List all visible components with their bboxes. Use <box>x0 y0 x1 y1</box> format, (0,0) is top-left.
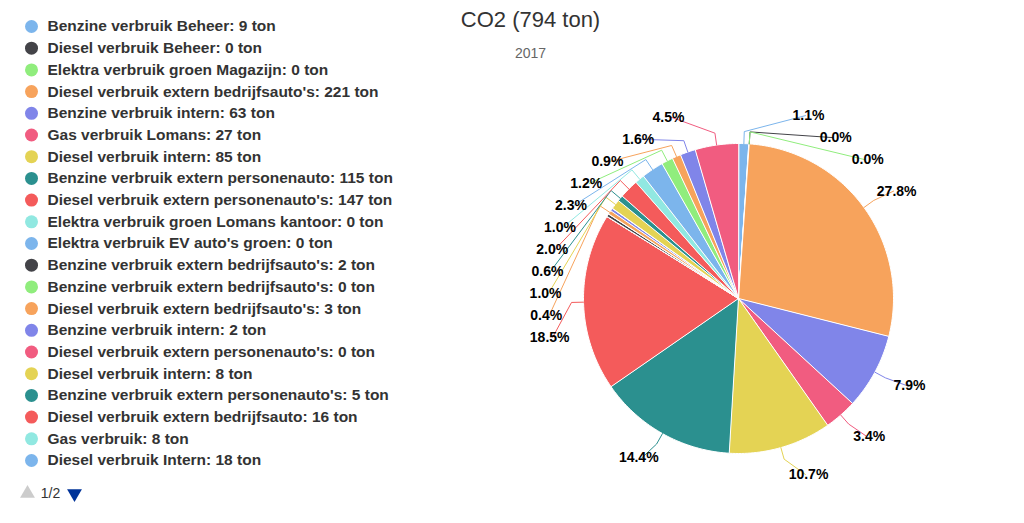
svg-text:Diesel verbruik extern bedrijf: Diesel verbruik extern bedrijfsauto's: 2… <box>48 83 379 100</box>
svg-text:1.0%: 1.0% <box>530 285 562 301</box>
svg-text:1.2%: 1.2% <box>570 175 602 191</box>
svg-text:Diesel verbruik extern bedrijf: Diesel verbruik extern bedrijfsauto: 16 … <box>48 408 358 425</box>
svg-text:Benzine verbruik Beheer: 9 ton: Benzine verbruik Beheer: 9 ton <box>48 17 276 34</box>
svg-text:0.6%: 0.6% <box>532 263 564 279</box>
svg-text:3.4%: 3.4% <box>853 428 885 444</box>
svg-text:Diesel verbruik Beheer: 0 ton: Diesel verbruik Beheer: 0 ton <box>48 39 263 56</box>
svg-text:Gas verbruik: 8 ton: Gas verbruik: 8 ton <box>48 430 189 447</box>
svg-text:Diesel verbruik extern persone: Diesel verbruik extern personenauto's: 1… <box>48 191 393 208</box>
svg-text:2.3%: 2.3% <box>555 197 587 213</box>
svg-text:Diesel verbruik extern bedrijf: Diesel verbruik extern bedrijfsauto's: 3… <box>48 300 362 317</box>
svg-text:2.0%: 2.0% <box>536 241 568 257</box>
svg-text:27.8%: 27.8% <box>877 183 917 199</box>
svg-text:Diesel verbruik intern: 8 ton: Diesel verbruik intern: 8 ton <box>48 365 253 382</box>
svg-text:1.0%: 1.0% <box>544 219 576 235</box>
svg-text:0.0%: 0.0% <box>852 151 884 167</box>
svg-text:Benzine verbruik extern bedrij: Benzine verbruik extern bedrijfsauto's: … <box>48 256 376 273</box>
svg-text:0.4%: 0.4% <box>530 307 562 323</box>
svg-text:Diesel verbruik Intern: 18 ton: Diesel verbruik Intern: 18 ton <box>48 451 262 468</box>
svg-text:14.4%: 14.4% <box>619 449 659 465</box>
svg-text:7.9%: 7.9% <box>894 377 926 393</box>
svg-text:Benzine verbruik extern person: Benzine verbruik extern personenauto's: … <box>48 386 389 403</box>
svg-text:1.6%: 1.6% <box>622 131 654 147</box>
svg-text:Diesel verbruik intern: 85 ton: Diesel verbruik intern: 85 ton <box>48 148 262 165</box>
svg-text:1.1%: 1.1% <box>793 107 825 123</box>
svg-text:2017: 2017 <box>515 45 546 61</box>
svg-text:0.9%: 0.9% <box>591 153 623 169</box>
svg-text:Benzine verbruik extern person: Benzine verbruik extern personenauto: 11… <box>48 169 393 186</box>
svg-text:Benzine verbruik extern bedrij: Benzine verbruik extern bedrijfsauto's: … <box>48 278 376 295</box>
svg-text:Diesel verbruik extern persone: Diesel verbruik extern personenauto's: 0… <box>48 343 376 360</box>
svg-text:1/2: 1/2 <box>41 485 61 501</box>
svg-text:Elektra verbruik groen Lomans: Elektra verbruik groen Lomans kantoor: 0… <box>48 213 384 230</box>
svg-text:Gas verbruik Lomans: 27 ton: Gas verbruik Lomans: 27 ton <box>48 126 262 143</box>
svg-text:Elektra verbruik EV auto's gro: Elektra verbruik EV auto's groen: 0 ton <box>48 234 333 251</box>
svg-text:18.5%: 18.5% <box>530 329 570 345</box>
svg-text:4.5%: 4.5% <box>653 109 685 125</box>
svg-text:CO2 (794 ton): CO2 (794 ton) <box>461 7 600 32</box>
svg-text:Benzine verbruik intern: 63 to: Benzine verbruik intern: 63 ton <box>48 104 275 121</box>
svg-text:Elektra verbruik groen Magazij: Elektra verbruik groen Magazijn: 0 ton <box>48 61 329 78</box>
svg-text:10.7%: 10.7% <box>789 466 829 482</box>
svg-text:0.0%: 0.0% <box>820 129 852 145</box>
svg-text:Benzine verbruik intern: 2 ton: Benzine verbruik intern: 2 ton <box>48 321 267 338</box>
